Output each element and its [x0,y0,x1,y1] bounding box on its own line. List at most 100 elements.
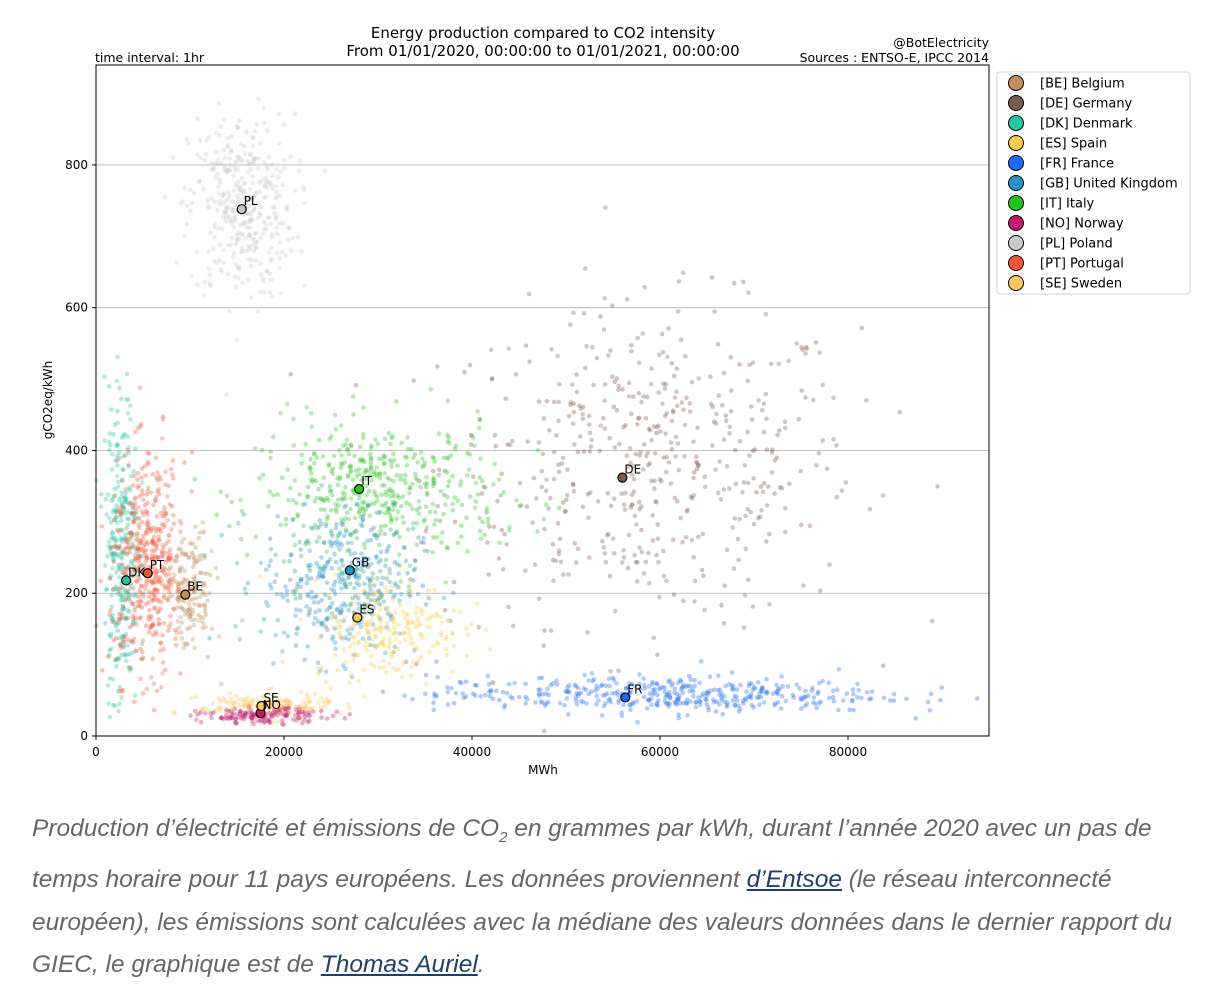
data-point [770,691,776,696]
data-point [611,677,617,683]
data-point [318,695,324,701]
data-point [120,504,126,509]
data-point [138,591,144,596]
data-point [599,682,605,687]
data-point [523,701,528,706]
data-point [192,476,198,482]
data-point [772,702,777,708]
data-point [132,567,138,573]
data-point [350,530,356,536]
data-point [152,553,158,559]
data-point [291,717,296,722]
data-point [730,698,736,703]
data-point [662,689,667,695]
data-point [276,141,282,146]
data-point [136,603,141,609]
data-point [113,543,118,549]
data-point [212,234,217,240]
data-point [166,571,172,577]
data-point [131,512,136,517]
data-point [100,668,105,673]
data-point [306,710,312,716]
data-point [348,552,354,557]
data-point [687,401,693,406]
data-point [141,533,146,539]
data-point [360,500,365,506]
data-point [204,138,209,143]
data-point [550,557,556,563]
data-point [371,471,376,477]
data-point [550,681,556,686]
data-point [161,593,167,599]
data-point [377,532,382,538]
data-point [653,499,658,504]
data-point [691,493,697,498]
data-point [215,207,220,213]
plot-background [96,65,989,736]
data-point [130,601,135,607]
data-point [229,235,235,240]
data-point [241,221,246,226]
data-point [253,230,259,236]
data-point [241,716,246,722]
data-point [669,360,675,366]
data-point [200,591,206,597]
data-point [223,210,229,215]
data-point [392,531,398,536]
data-point [182,641,187,646]
data-point [436,467,442,473]
data-point [158,640,164,646]
data-point [302,717,307,723]
data-point [248,295,254,300]
data-point [150,471,155,477]
data-point [111,702,116,708]
data-point [146,600,151,605]
data-point [671,592,677,598]
data-point [310,526,316,531]
data-point [574,560,579,565]
legend-label: [PL] Poland [1040,237,1113,252]
data-point [580,404,586,410]
data-point [689,495,695,501]
data-point [565,685,570,690]
data-point [230,209,236,215]
data-point [131,532,137,537]
author-link[interactable]: Thomas Auriel [320,951,478,979]
data-point [174,558,179,564]
data-point [239,508,245,514]
data-point [266,698,272,704]
data-point [139,480,145,485]
data-point [122,494,128,500]
data-point [113,515,119,520]
data-point [111,637,117,643]
data-point [216,202,222,207]
data-point [130,613,136,618]
data-point [628,460,633,466]
data-point [343,659,348,665]
data-point [242,151,248,156]
data-point [106,447,112,453]
data-point [221,148,227,153]
data-point [415,616,420,621]
data-point [241,143,247,149]
data-point [339,542,345,548]
data-point [352,621,358,627]
data-point [349,595,355,601]
data-point [586,413,592,419]
data-point [203,706,208,712]
data-point [610,303,615,308]
data-point [208,230,213,235]
data-point [332,626,338,631]
data-point [311,600,317,605]
data-point [707,674,713,679]
data-point [129,510,135,516]
data-point [138,563,143,569]
data-point [176,584,181,589]
data-point [333,653,338,658]
data-point [108,544,114,550]
data-point [480,478,485,484]
entsoe-link[interactable]: d’Entsoe [746,866,842,894]
data-point [329,541,334,546]
data-point [307,467,313,472]
data-point [388,617,394,622]
